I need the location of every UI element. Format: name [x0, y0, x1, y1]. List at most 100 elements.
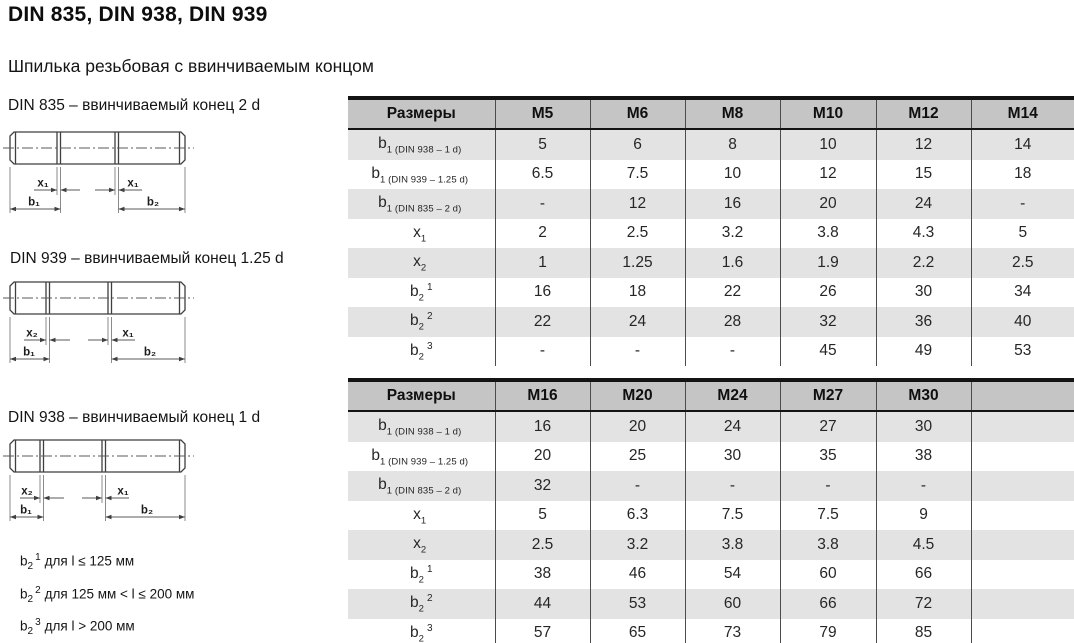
- row-label: b21: [409, 563, 433, 585]
- footnote-text: для l > 200 мм: [44, 618, 135, 634]
- cell: 1.25: [589, 248, 685, 278]
- cell: 2.5: [494, 530, 590, 560]
- cell: 38: [494, 559, 590, 589]
- cell: 22: [684, 277, 780, 307]
- cell: 12: [875, 129, 971, 160]
- cell: 25: [589, 441, 685, 471]
- dimension-x: x₂ x₁: [20, 486, 129, 501]
- cell: 32: [779, 307, 876, 337]
- cell: -: [589, 471, 685, 501]
- col-header-m5: M5: [494, 98, 590, 130]
- dim-label-b-left: b₁: [28, 197, 40, 209]
- cell: 44: [494, 589, 590, 619]
- row-label: x2: [413, 253, 427, 274]
- cell: 53: [589, 589, 685, 619]
- cell: 20: [494, 441, 590, 471]
- cell: 34: [970, 277, 1074, 307]
- cell: 22: [494, 307, 590, 337]
- row-label: b1 (DIN 939 – 1.25 d): [371, 446, 469, 467]
- drawing-caption-din938: DIN 938 – ввинчиваемый конец 1 d: [8, 409, 261, 426]
- col-header-m27: M27: [779, 380, 876, 412]
- table-row-b2-3: b23 - - - 45 49 53: [348, 336, 1074, 366]
- cell: 85: [875, 618, 971, 643]
- col-header-m12: M12: [875, 98, 971, 130]
- cell: 15: [875, 159, 971, 189]
- row-label: b1 (DIN 938 – 1 d): [378, 417, 462, 438]
- table-sizes-m5-m14: Размеры M5 M6 M8 M10 M12 M14 b1 (DIN 938…: [348, 96, 1074, 366]
- footnote-sup: 2: [35, 585, 41, 596]
- cell: 2.5: [589, 218, 685, 248]
- table-header-row: Размеры M16 M20 M24 M27 M30: [348, 380, 1074, 412]
- footnote-text: для l ≤ 125 мм: [44, 553, 135, 569]
- cell: [970, 559, 1074, 589]
- col-header-m16: M16: [494, 380, 590, 412]
- row-label: x1: [413, 505, 427, 526]
- dimension-b: b₁ b₂: [10, 347, 185, 362]
- cell: 10: [779, 129, 876, 160]
- cell: 32: [494, 471, 590, 501]
- cell: 40: [970, 307, 1074, 337]
- cell: 9: [875, 500, 971, 530]
- cell: 5: [494, 129, 590, 160]
- dim-label-x-right: x₁: [122, 328, 133, 340]
- cell: 72: [875, 589, 971, 619]
- extension-lines: [9, 317, 186, 363]
- table-row-x2: x2 2.5 3.2 3.8 3.8 4.5: [348, 530, 1074, 560]
- cell: 26: [779, 277, 876, 307]
- cell: 5: [494, 500, 590, 530]
- cell: 54: [684, 559, 780, 589]
- row-label: x1: [413, 223, 427, 244]
- table-row-b1-din835: b1 (DIN 835 – 2 d) 32 - - - -: [348, 471, 1074, 501]
- cell: 8: [684, 129, 780, 160]
- cell: [970, 589, 1074, 619]
- cell: 1.6: [684, 248, 780, 278]
- col-header-m6: M6: [589, 98, 685, 130]
- cell: -: [494, 189, 590, 219]
- cell: 24: [875, 189, 971, 219]
- col-header-sizes: Размеры: [348, 98, 495, 130]
- cell: 24: [589, 307, 685, 337]
- cell: 57: [494, 618, 590, 643]
- footnote-sub: 2: [27, 594, 34, 606]
- footnote-sub: 2: [27, 626, 34, 638]
- cell: -: [589, 336, 685, 366]
- col-header-m30: M30: [875, 380, 971, 412]
- cell: [970, 411, 1074, 442]
- cell: 20: [779, 189, 876, 219]
- dim-label-b-left: b₁: [23, 347, 35, 359]
- col-header-m10: M10: [779, 98, 876, 130]
- cell: 46: [589, 559, 685, 589]
- row-label: b1 (DIN 938 – 1 d): [378, 135, 462, 156]
- table-row-b1-din939: b1 (DIN 939 – 1.25 d) 20 25 30 35 38: [348, 441, 1074, 471]
- table-row-b2-2: b22 44 53 60 66 72: [348, 589, 1074, 619]
- cell: 66: [875, 559, 971, 589]
- cell: [970, 530, 1074, 560]
- cell: 16: [494, 277, 590, 307]
- dim-label-x-right: x₁: [127, 178, 138, 190]
- dimension-b: b₁ b₂: [10, 197, 185, 212]
- dimension-x: x₂ x₁: [24, 328, 135, 343]
- row-label: b23: [409, 622, 433, 643]
- page-subtitle: Шпилька резьбовая с ввинчиваемым концом: [8, 56, 374, 76]
- footnote-base: b: [20, 586, 28, 602]
- dim-label-b-right: b₂: [141, 505, 153, 517]
- row-label: b23: [409, 340, 433, 362]
- cell: -: [684, 471, 780, 501]
- footnote-b2-2: b22 для 125 мм < l ≤ 200 мм: [20, 585, 194, 605]
- footnote-sup: 3: [35, 617, 41, 628]
- col-header-empty: [970, 380, 1074, 412]
- cell: 60: [684, 589, 780, 619]
- cell: -: [779, 471, 876, 501]
- cell: [970, 500, 1074, 530]
- footnote-b2-3: b23 для l > 200 мм: [20, 617, 135, 637]
- row-label: b21: [409, 281, 433, 303]
- cell: 7.5: [589, 159, 685, 189]
- table-row-b1-din835: b1 (DIN 835 – 2 d) - 12 16 20 24 -: [348, 189, 1074, 219]
- cell: 7.5: [779, 500, 876, 530]
- cell: 28: [684, 307, 780, 337]
- cell: 12: [589, 189, 685, 219]
- table-row-x2: x2 1 1.25 1.6 1.9 2.2 2.5: [348, 248, 1074, 278]
- dim-label-x-right: x₁: [117, 486, 128, 498]
- row-label: x2: [413, 535, 427, 556]
- cell: 30: [875, 411, 971, 442]
